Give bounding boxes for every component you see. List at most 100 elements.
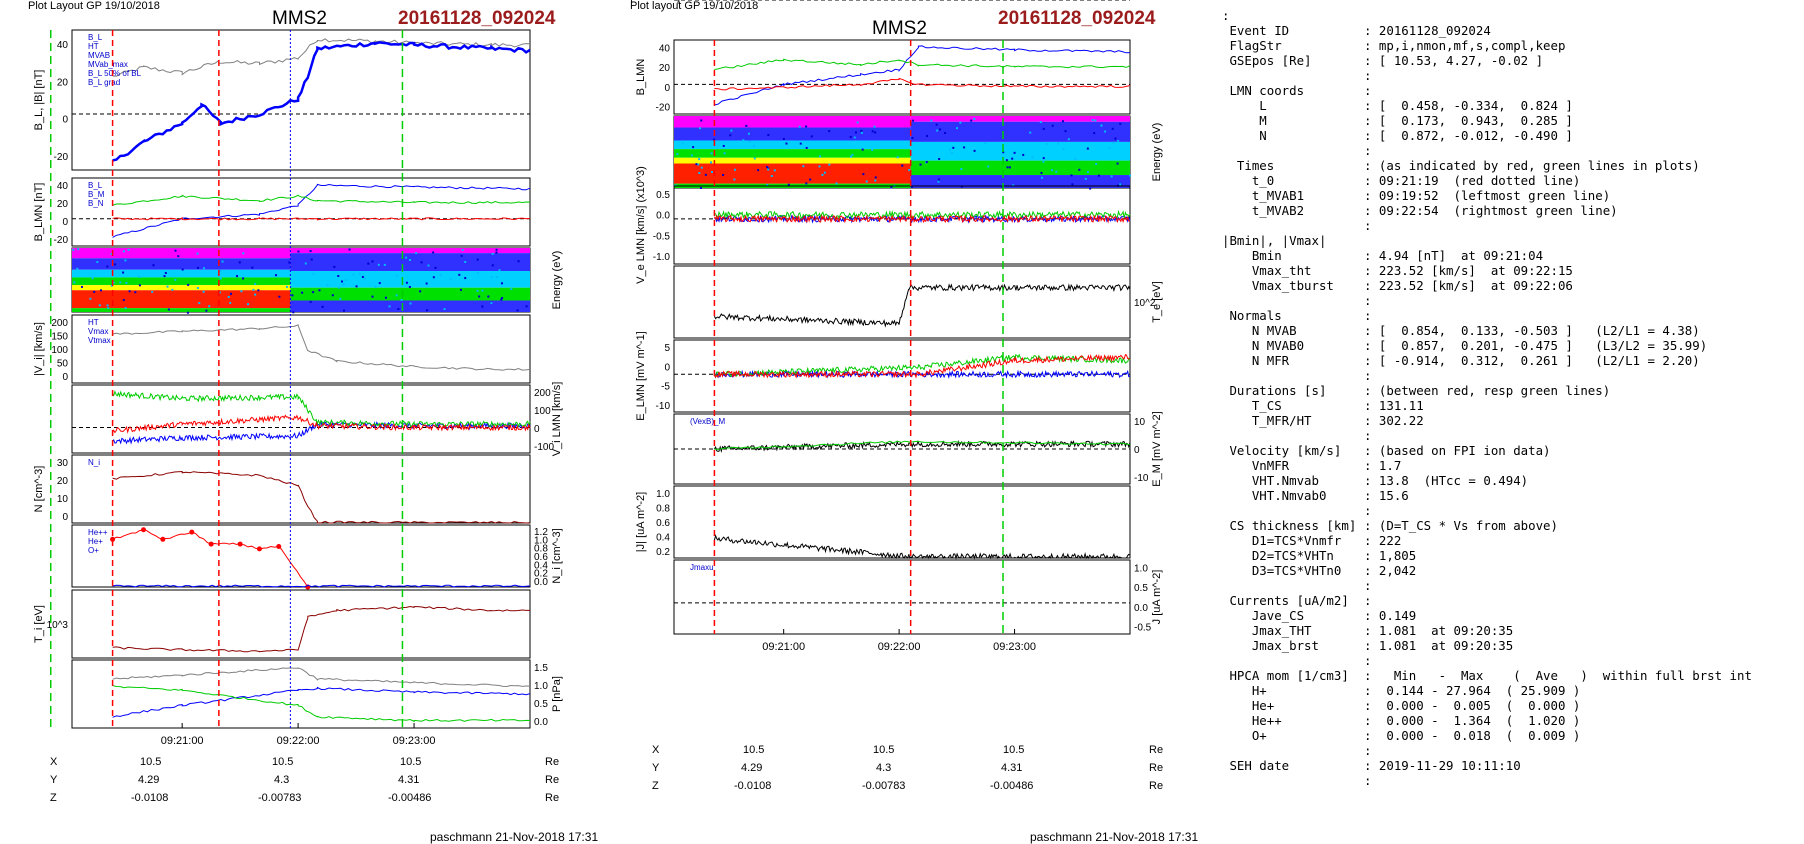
spectrogram-band (290, 300, 530, 312)
spectrogram-speckle (425, 282, 428, 285)
y-axis-label: B_L, |B| [nT] (33, 70, 45, 131)
pos-label-z: Z (652, 780, 659, 792)
pos-y-3: 4.31 (1001, 762, 1023, 774)
spectrogram-speckle (487, 295, 490, 298)
panel-p: 0.0 0.5 1.0 1.5P [nPa] (71, 659, 563, 729)
spectrogram-speckle (285, 285, 288, 288)
spectrogram-speckle (278, 295, 281, 298)
pos-z-2: -0.00783 (258, 792, 302, 804)
info-row: SEH date: 2019-11-29 10:11:10 (1222, 758, 1752, 773)
y-tick-label: 0 (62, 217, 68, 228)
spectrogram-speckle (98, 304, 101, 307)
he-data-point (237, 541, 243, 547)
info-row: He+ : 0.000 - 0.005 ( 0.000 ) (1222, 698, 1752, 713)
pos-y-2: 4.3 (876, 762, 892, 774)
y-tick-label: 20 (57, 199, 69, 210)
info-label: He+ (1222, 698, 1275, 713)
info-row: VHT.Nmvab: 13.8 (HTcc = 0.494) (1222, 473, 1752, 488)
info-value: : 0.000 - 0.005 ( 0.000 ) (1364, 698, 1581, 713)
spectrogram-speckle (363, 277, 366, 280)
spectrogram-band (72, 269, 291, 278)
spectrogram-speckle (500, 298, 503, 301)
info-value: : 223.52 [km/s] at 09:22:15 (1364, 263, 1573, 278)
y-tick-label: 0.5 (534, 699, 548, 710)
y-tick-label: 150 (51, 331, 68, 342)
spectrogram-band (290, 271, 530, 288)
info-value: : 2019-11-29 10:11:10 (1364, 758, 1521, 773)
info-row: : (1222, 143, 1752, 158)
legend-entry: Vtmax (88, 336, 111, 345)
info-label: t_0 (1222, 173, 1275, 188)
info-value: : 1.7 (1364, 458, 1402, 473)
left-event-id: 20161128_092024 (398, 8, 556, 29)
spectrogram-speckle (242, 252, 245, 255)
spectrogram-speckle (378, 282, 381, 285)
spectrogram-speckle (242, 277, 245, 280)
spectrogram-speckle (96, 261, 99, 264)
info-row: N: [ 0.872, -0.012, -0.490 ] (1222, 128, 1752, 143)
info-row: T_CS: 131.11 (1222, 398, 1752, 413)
info-value: : 0.000 - 0.018 ( 0.009 ) (1364, 728, 1581, 743)
x-tick-label: 09:21:00 (161, 735, 204, 747)
spectrogram-speckle (208, 305, 211, 308)
spectrogram-speckle (476, 258, 479, 261)
spectrogram-speckle (134, 291, 137, 294)
pos-x-2: 10.5 (873, 744, 895, 756)
spectrogram-speckle (491, 264, 494, 267)
y-tick-label: -20 (54, 235, 69, 246)
spectrogram-speckle (405, 256, 408, 259)
y-tick-label: 100 (51, 345, 68, 356)
info-row: LMN coords: (1222, 83, 1752, 98)
spectrogram-speckle (348, 248, 351, 251)
info-label: N MVAB0 (1222, 338, 1305, 353)
legend-entry: He+ (88, 537, 103, 546)
info-row: Normals: (1222, 308, 1752, 323)
info-label: Vmax_tburst (1222, 278, 1334, 293)
info-label: N MVAB (1222, 323, 1297, 338)
spectrogram-band (72, 285, 291, 291)
legend-entry: B_N (88, 199, 104, 208)
left-plot-layout-label: Plot Layout GP 19/10/2018 (28, 0, 160, 12)
spectrogram-speckle (196, 252, 199, 255)
info-value: : 0.000 - 1.364 ( 1.020 ) (1364, 713, 1581, 728)
spectrogram-speckle (374, 285, 377, 288)
y-tick-label: 1.0 (534, 535, 548, 546)
legend-entry: N_i (88, 458, 100, 467)
info-label: GSEpos [Re] (1222, 53, 1312, 68)
spectrogram-speckle (377, 263, 380, 266)
spectrogram-speckle (221, 260, 224, 263)
spectrogram-speckle (114, 263, 117, 266)
pos-unit-z: Re (1149, 780, 1164, 792)
spectrogram-speckle (164, 271, 167, 274)
spectrogram-band (72, 248, 291, 259)
info-row: T_MFR/HT: 302.22 (1222, 413, 1752, 428)
info-row: D1=TCS*Vnmfr: 222 (1222, 533, 1752, 548)
spectrogram-speckle (461, 248, 464, 251)
pos-label-y: Y (652, 762, 660, 774)
spectrogram-speckle (301, 291, 304, 294)
spectrogram-speckle (291, 294, 294, 297)
info-row: N MVAB: [ 0.854, 0.133, -0.503 ] (L2/L1 … (1222, 323, 1752, 338)
spectrogram-speckle (409, 302, 412, 305)
info-row: L: [ 0.458, -0.334, 0.824 ] (1222, 98, 1752, 113)
spectrogram-band (290, 248, 530, 254)
y-tick-label: 0.2 (534, 569, 548, 580)
info-row: : (1222, 368, 1752, 383)
info-row: D3=TCS*VHTn0: 2,042 (1222, 563, 1752, 578)
spectrogram-speckle (125, 281, 128, 284)
info-label: t_MVAB2 (1222, 203, 1305, 218)
y-tick-label: 0 (62, 372, 68, 383)
pos-label-x: X (50, 756, 58, 768)
info-row: CS thickness [km]: (D=T_CS * Vs from abo… (1222, 518, 1752, 533)
info-value: : Min - Max ( Ave ) within full brst int (1364, 668, 1752, 683)
y-tick-label: -100 (534, 442, 554, 453)
info-label: D1=TCS*Vnmfr (1222, 533, 1342, 548)
spectrogram-speckle (400, 298, 403, 301)
pos-x-3: 10.5 (1003, 744, 1025, 756)
info-label: D2=TCS*VHTn (1222, 548, 1334, 563)
spectrogram-speckle (339, 297, 342, 300)
spectrogram-band (72, 308, 291, 312)
spectrogram-speckle (112, 281, 115, 284)
spectrogram-speckle (89, 297, 92, 300)
legend-entry: Vmax (88, 327, 108, 336)
